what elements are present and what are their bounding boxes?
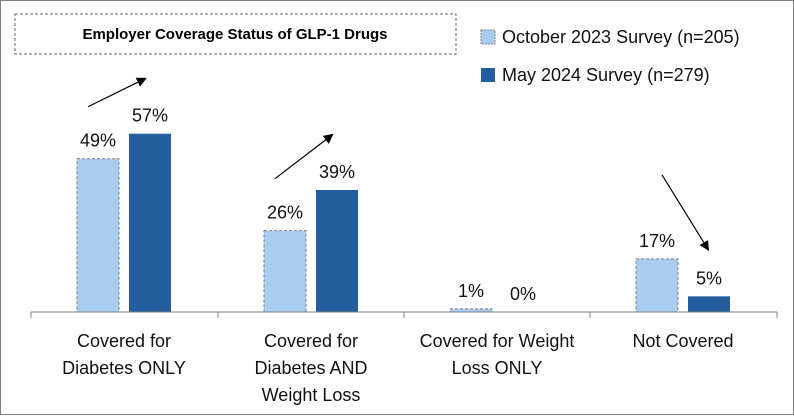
category-labels: Covered for Diabetes ONLY Covered for Diabe… xyxy=(62,331,733,405)
category-label-2-line-2: Diabetes AND xyxy=(254,358,367,378)
legend-label-series1: October 2023 Survey (n=205) xyxy=(502,27,740,47)
legend: October 2023 Survey (n=205) May 2024 Surv… xyxy=(480,27,740,85)
data-labels: 49% 26% 1% 17% 57% 39% 0% 5% xyxy=(80,106,722,304)
bars xyxy=(76,133,730,313)
data-label-series2-cat3: 0% xyxy=(510,284,536,304)
data-label-series1-cat4: 17% xyxy=(639,231,675,251)
category-label-3-line-1: Covered for Weight xyxy=(420,331,575,351)
bar-series2-cat1 xyxy=(129,133,171,312)
category-label-4-line-1: Not Covered xyxy=(632,331,733,351)
data-label-series2-cat4: 5% xyxy=(696,268,722,288)
legend-label-series2: May 2024 Survey (n=279) xyxy=(502,65,710,85)
data-label-series2-cat1: 57% xyxy=(132,106,168,126)
chart-title: Employer Coverage Status of GLP-1 Drugs xyxy=(82,26,387,43)
legend-swatch-series1 xyxy=(480,29,496,45)
data-label-series1-cat2: 26% xyxy=(267,203,303,223)
category-label-3-line-2: Loss ONLY xyxy=(452,358,543,378)
category-label-1-line-1: Covered for xyxy=(77,331,171,351)
trend-arrow-cat2 xyxy=(274,133,334,180)
bar-series2-cat2 xyxy=(316,190,358,312)
category-label-2-line-1: Covered for xyxy=(264,331,358,351)
category-label-2-line-3: Weight Loss xyxy=(262,385,361,405)
legend-swatch-series2 xyxy=(481,68,495,82)
x-axis xyxy=(30,311,778,318)
trend-arrow-cat1 xyxy=(87,77,147,108)
category-label-1-line-2: Diabetes ONLY xyxy=(62,358,186,378)
chart-title-box xyxy=(14,13,457,55)
trend-arrow-cat4 xyxy=(661,174,710,252)
data-label-series1-cat1: 49% xyxy=(80,131,116,151)
data-label-series1-cat3: 1% xyxy=(458,281,484,301)
data-label-series2-cat2: 39% xyxy=(319,162,355,182)
bar-series2-cat4 xyxy=(688,296,730,312)
trend-arrows xyxy=(87,77,710,252)
bar-series1-cat1 xyxy=(76,158,120,313)
bar-series1-cat4 xyxy=(635,258,679,313)
bar-series1-cat2 xyxy=(263,230,307,313)
